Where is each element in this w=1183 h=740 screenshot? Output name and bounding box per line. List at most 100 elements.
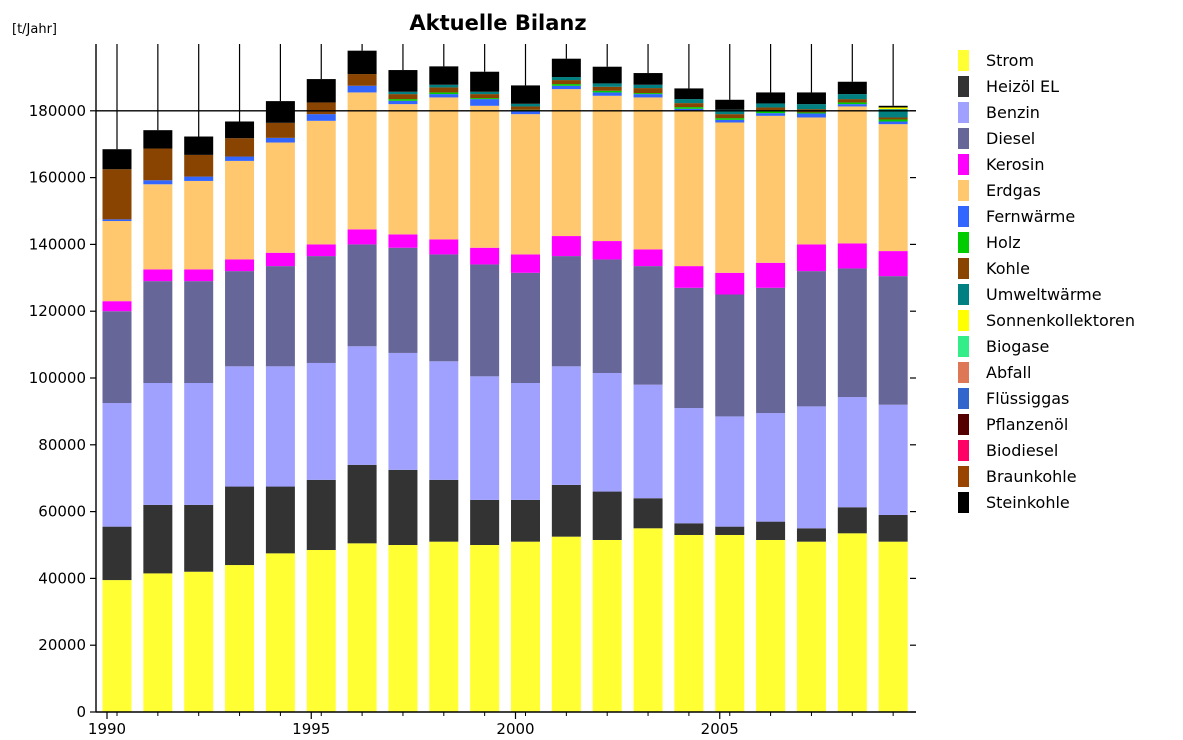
bar-segment-1993-Strom	[225, 565, 255, 712]
legend-swatch-Benzin	[958, 102, 969, 123]
legend-item-Flüssiggas: Flüssiggas	[958, 388, 1069, 409]
bar-segment-2003-Diesel	[633, 266, 663, 385]
y-tick-label-120000: 120000	[29, 302, 86, 320]
legend-swatch-Steinkohle	[958, 492, 969, 513]
bar-stack-1997	[388, 70, 418, 712]
bar-segment-2004-Strom	[674, 534, 704, 712]
legend-label-Steinkohle: Steinkohle	[986, 493, 1070, 512]
legend-label-Diesel: Diesel	[986, 129, 1035, 148]
bar-segment-2009-Erdgas	[878, 124, 908, 252]
bar-segment-2001-Umweltwärme	[551, 77, 581, 81]
bar-segment-2008-Holz	[837, 102, 867, 105]
bar-segment-2007-Erdgas	[796, 117, 826, 245]
x-tick-label-1995: 1995	[292, 720, 330, 738]
legend-swatch-Abfall	[958, 362, 969, 383]
bar-segment-1992-Heizöl EL	[184, 504, 214, 572]
bar-segment-1998-Fernwärme	[429, 94, 459, 98]
legend-item-Strom: Strom	[958, 50, 1034, 71]
bar-segment-2006-Strom	[756, 539, 786, 712]
bar-segment-2003-Benzin	[633, 384, 663, 499]
bar-segment-1991-Fernwärme	[143, 180, 173, 185]
bar-segment-2001-Fernwärme	[551, 85, 581, 90]
bar-segment-1999-Umweltwärme	[470, 91, 500, 95]
bar-segment-1997-Holz	[388, 99, 418, 101]
bar-stack-1996	[347, 50, 377, 712]
bar-segment-1997-Strom	[388, 545, 418, 712]
bar-segment-1993-Fernwärme	[225, 156, 255, 161]
bar-segment-1995-Strom	[306, 550, 336, 712]
legend-item-Steinkohle: Steinkohle	[958, 492, 1070, 513]
legend-item-Heizöl EL: Heizöl EL	[958, 76, 1059, 97]
bar-segment-2005-Kerosin	[715, 272, 745, 295]
bar-segment-2006-Benzin	[756, 413, 786, 522]
bar-segment-1995-Erdgas	[306, 120, 336, 245]
y-tick-label-140000: 140000	[29, 235, 86, 253]
bar-segment-1991-Benzin	[143, 383, 173, 505]
y-tick-label-40000: 40000	[38, 569, 86, 587]
bar-segment-1996-Steinkohle	[347, 50, 377, 75]
legend-swatch-Erdgas	[958, 180, 969, 201]
legend-label-Braunkohle: Braunkohle	[986, 467, 1077, 486]
bar-segment-1998-Benzin	[429, 361, 459, 480]
bar-segment-2004-Heizöl EL	[674, 523, 704, 535]
bar-segment-1998-Strom	[429, 541, 459, 712]
bars-layer	[102, 50, 908, 712]
bar-segment-2002-Steinkohle	[592, 66, 622, 84]
bar-segment-2005-Fernwärme	[715, 119, 745, 123]
bar-segment-1993-Steinkohle	[225, 121, 255, 139]
bar-segment-2006-Fernwärme	[756, 113, 786, 116]
bar-segment-1993-Kerosin	[225, 259, 255, 272]
legend: Strom Heizöl EL Benzin Diesel Kerosin Erdgas F…	[958, 50, 1135, 513]
bar-segment-1994-Fernwärme	[265, 137, 295, 143]
bar-segment-2009-Sonnenkollektoren	[878, 107, 908, 110]
bar-segment-1990-Erdgas	[102, 221, 132, 302]
legend-item-Pflanzenöl: Pflanzenöl	[958, 414, 1068, 435]
bar-stack-2000	[511, 85, 540, 712]
bar-segment-1990-Fernwärme	[102, 219, 132, 222]
legend-label-Fernwärme: Fernwärme	[986, 207, 1075, 226]
bar-segment-1995-Steinkohle	[306, 79, 336, 103]
legend-label-Benzin: Benzin	[986, 103, 1040, 122]
legend-item-Umweltwärme: Umweltwärme	[958, 284, 1102, 305]
bar-segment-2008-Benzin	[837, 397, 867, 508]
bar-segment-2004-Steinkohle	[674, 88, 704, 100]
legend-swatch-Strom	[958, 50, 969, 71]
bar-segment-2009-Steinkohle	[878, 105, 908, 108]
bar-segment-2004-Diesel	[674, 287, 704, 409]
bar-stack-2004	[674, 88, 704, 712]
bar-segment-2008-Kohle	[837, 99, 867, 103]
bar-segment-2002-Strom	[592, 539, 622, 712]
bar-segment-2005-Holz	[715, 118, 745, 120]
bar-segment-2000-Kohle	[511, 106, 540, 110]
bar-segment-1992-Fernwärme	[184, 176, 214, 181]
bar-segment-2007-Benzin	[796, 406, 826, 529]
bar-segment-2005-Umweltwärme	[715, 109, 745, 115]
bar-segment-2001-Erdgas	[551, 89, 581, 237]
bar-segment-2003-Strom	[633, 528, 663, 712]
bar-segment-2002-Heizöl EL	[592, 491, 622, 540]
legend-label-Biogase: Biogase	[986, 337, 1049, 356]
bar-segment-1990-Strom	[102, 580, 132, 712]
bar-segment-2007-Diesel	[796, 271, 826, 407]
legend-swatch-Heizöl EL	[958, 76, 969, 97]
legend-item-Benzin: Benzin	[958, 102, 1040, 123]
bar-segment-2001-Kohle	[551, 80, 581, 85]
bar-segment-1995-Fernwärme	[306, 114, 336, 121]
bar-segment-2009-Umweltwärme	[878, 109, 908, 118]
bar-segment-2005-Erdgas	[715, 122, 745, 273]
bar-segment-2001-Kerosin	[551, 236, 581, 257]
bar-segment-1993-Diesel	[225, 271, 255, 367]
bar-segment-2007-Heizöl EL	[796, 528, 826, 542]
bar-segment-1994-Erdgas	[265, 142, 295, 253]
bar-segment-2007-Steinkohle	[796, 92, 826, 105]
bar-segment-1996-Strom	[347, 543, 377, 712]
bar-segment-2009-Diesel	[878, 276, 908, 405]
bar-segment-1992-Kerosin	[184, 269, 214, 282]
bar-segment-1996-Fernwärme	[347, 85, 377, 93]
legend-item-Biodiesel: Biodiesel	[958, 440, 1058, 461]
legend-item-Diesel: Diesel	[958, 128, 1035, 149]
bar-stack-2008	[837, 81, 867, 712]
bar-segment-2006-Heizöl EL	[756, 521, 786, 540]
legend-label-Abfall: Abfall	[986, 363, 1031, 382]
